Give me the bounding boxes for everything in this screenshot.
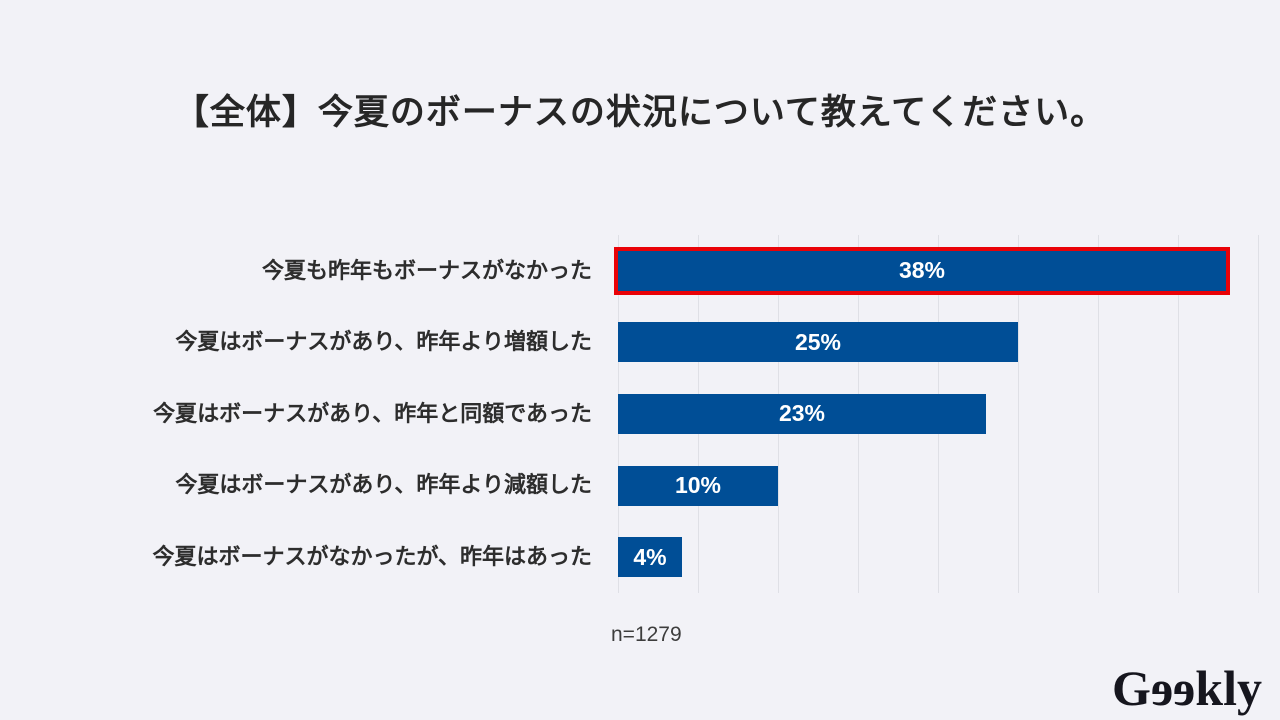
bar-track: 25% (618, 322, 1258, 363)
bar: 23% (618, 393, 986, 434)
bar-value-label: 38% (898, 257, 946, 284)
category-label: 今夏はボーナスがあり、昨年より減額した (175, 472, 592, 498)
bar: 10% (618, 465, 778, 506)
bar: 4% (618, 537, 682, 578)
bar-value-label: 25% (794, 328, 842, 355)
geekly-logo: Geekly (1111, 660, 1262, 716)
bar-track: 23% (618, 393, 1258, 434)
bar-track: 38% (614, 246, 1258, 295)
bar-row: 今夏も昨年もボーナスがなかった 38% (0, 235, 1280, 307)
category-label: 今夏はボーナスがなかったが、昨年はあった (152, 544, 592, 570)
bar-rows: 今夏も昨年もボーナスがなかった 38% 今夏はボーナスがあり、昨年より増額した … (0, 235, 1280, 593)
bar-value-label: 23% (778, 400, 826, 427)
bar-row: 今夏はボーナスがあり、昨年より減額した 10% (0, 450, 1280, 522)
bar-chart: 今夏も昨年もボーナスがなかった 38% 今夏はボーナスがあり、昨年より増額した … (0, 235, 1280, 593)
bar-highlighted: 38% (614, 246, 1230, 295)
bar-track: 4% (618, 537, 1258, 578)
chart-title: 【全体】今夏のボーナスの状況について教えてください。 (173, 93, 1107, 132)
category-label: 今夏も昨年もボーナスがなかった (261, 257, 592, 283)
bar-value-label: 4% (633, 543, 667, 570)
logo-letter: G (1111, 660, 1151, 716)
gridline (1098, 235, 1099, 593)
bar-row: 今夏はボーナスがあり、昨年より増額した 25% (0, 307, 1280, 379)
category-label: 今夏はボーナスがあり、昨年と同額であった (153, 400, 592, 426)
logo-letter: kly (1195, 660, 1262, 716)
bar-value-label: 10% (674, 472, 722, 499)
bar-row: 今夏はボーナスがあり、昨年と同額であった 23% (0, 378, 1280, 450)
gridline (1178, 235, 1179, 593)
category-label: 今夏はボーナスがあり、昨年より増額した (175, 329, 592, 355)
bar-track: 10% (618, 465, 1258, 506)
logo-mirrored-letter: e (1150, 660, 1174, 716)
gridline (1258, 235, 1259, 593)
sample-size-note: n=1279 (611, 623, 682, 646)
bar: 25% (618, 322, 1018, 363)
bar-row: 今夏はボーナスがなかったが、昨年はあった 4% (0, 521, 1280, 593)
logo-mirrored-letter: e (1173, 660, 1196, 716)
gridline (1018, 235, 1019, 593)
